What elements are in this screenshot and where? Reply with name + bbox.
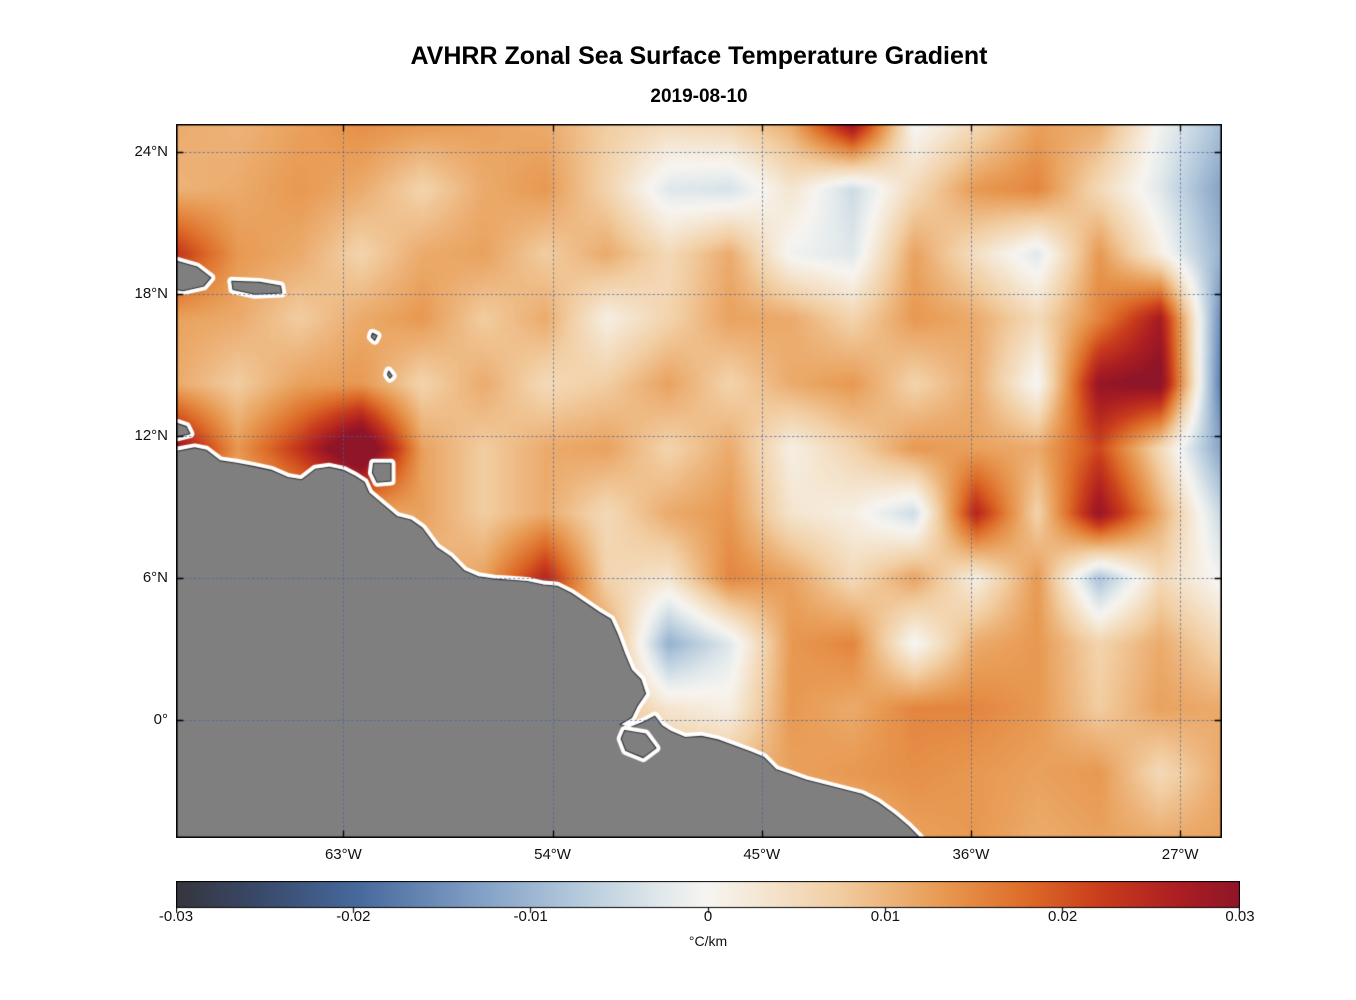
sst-gradient-map-canvas [176,124,1222,838]
x-tick-label: 36°W [952,846,990,863]
colorbar-canvas [176,881,1240,915]
figure-title: AVHRR Zonal Sea Surface Temperature Grad… [410,42,988,70]
x-tick-label: 54°W [534,846,571,863]
y-tick-label: 18°N [134,285,168,303]
colorbar-tick-label: -0.03 [158,908,194,925]
figure-subtitle: 2019-08-10 [650,86,748,107]
colorbar-units-label: °C/km [688,933,728,949]
colorbar-tick-label: 0.01 [870,908,900,925]
colorbar-tick-label: 0.03 [1225,908,1255,925]
colorbar-tick-label: 0 [703,908,713,925]
x-tick-label: 63°W [324,846,362,863]
x-tick-label: 27°W [1161,846,1199,863]
y-tick-label: 0° [153,710,168,728]
colorbar-tick-label: -0.01 [513,908,548,925]
colorbar-tick-label: -0.02 [336,908,371,925]
y-tick-label: 24°N [134,143,168,161]
y-tick-label: 6°N [142,568,168,586]
colorbar-tick-label: 0.02 [1048,908,1078,925]
x-tick-label: 45°W [743,846,781,863]
y-tick-label: 12°N [134,427,168,445]
